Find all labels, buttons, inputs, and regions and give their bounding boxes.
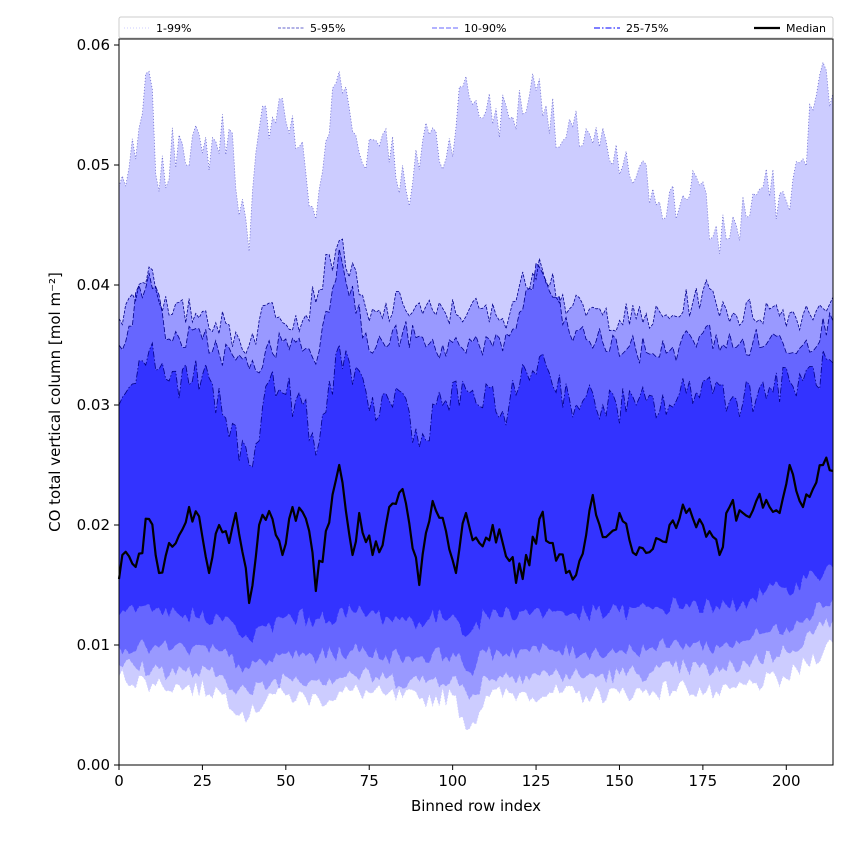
band-edge-lo-10-90pct [118,596,834,676]
plot-frame [118,38,834,766]
y-tick-label: 0.06 [77,36,110,54]
y-axis-ticks: 0.00 0.01 0.02 0.03 0.04 0.05 0.06 [77,36,119,774]
band-edge-lo-5-95pct [118,616,834,700]
y-axis-label: CO total vertical column [mol m⁻²] [46,272,64,532]
x-axis-label: Binned row index [411,797,541,815]
bands-layer [119,62,833,730]
y-tick-label: 0.00 [77,756,110,774]
band-edge-lo-25-75pct [118,563,834,643]
legend: 1-99% 5-95% 10-90% 25-75% Median [118,16,834,39]
x-tick-label: 50 [276,772,295,790]
y-tick-label: 0.02 [77,516,110,534]
band-edge-up-25-75pct [118,341,834,468]
x-tick-label: 25 [193,772,212,790]
band-lines-layer [118,61,834,731]
legend-box [118,16,834,39]
legend-label: 5-95% [310,22,345,35]
band-edge-up-10-90pct [118,248,834,374]
median-line [117,456,834,605]
median-layer [117,456,834,605]
y-tick-label: 0.05 [77,156,110,174]
x-tick-label: 200 [772,772,801,790]
y-tick-label: 0.03 [77,396,110,414]
x-tick-label: 75 [360,772,379,790]
x-tick-label: 150 [605,772,634,790]
legend-label: 25-75% [626,22,668,35]
x-tick-label: 175 [689,772,718,790]
legend-label: 1-99% [156,22,191,35]
band-edge-up-1-99pct [118,61,834,254]
y-tick-label: 0.01 [77,636,110,654]
legend-label: 10-90% [464,22,506,35]
x-axis-ticks: 0 25 50 75 100 125 150 175 200 [114,765,801,790]
legend-label: Median [786,22,826,35]
x-tick-label: 100 [438,772,467,790]
band-edge-up-5-95pct [118,238,834,355]
band-25-75pct [119,343,833,643]
x-tick-label: 125 [522,772,551,790]
x-tick-label: 0 [114,772,124,790]
y-tick-label: 0.04 [77,276,110,294]
